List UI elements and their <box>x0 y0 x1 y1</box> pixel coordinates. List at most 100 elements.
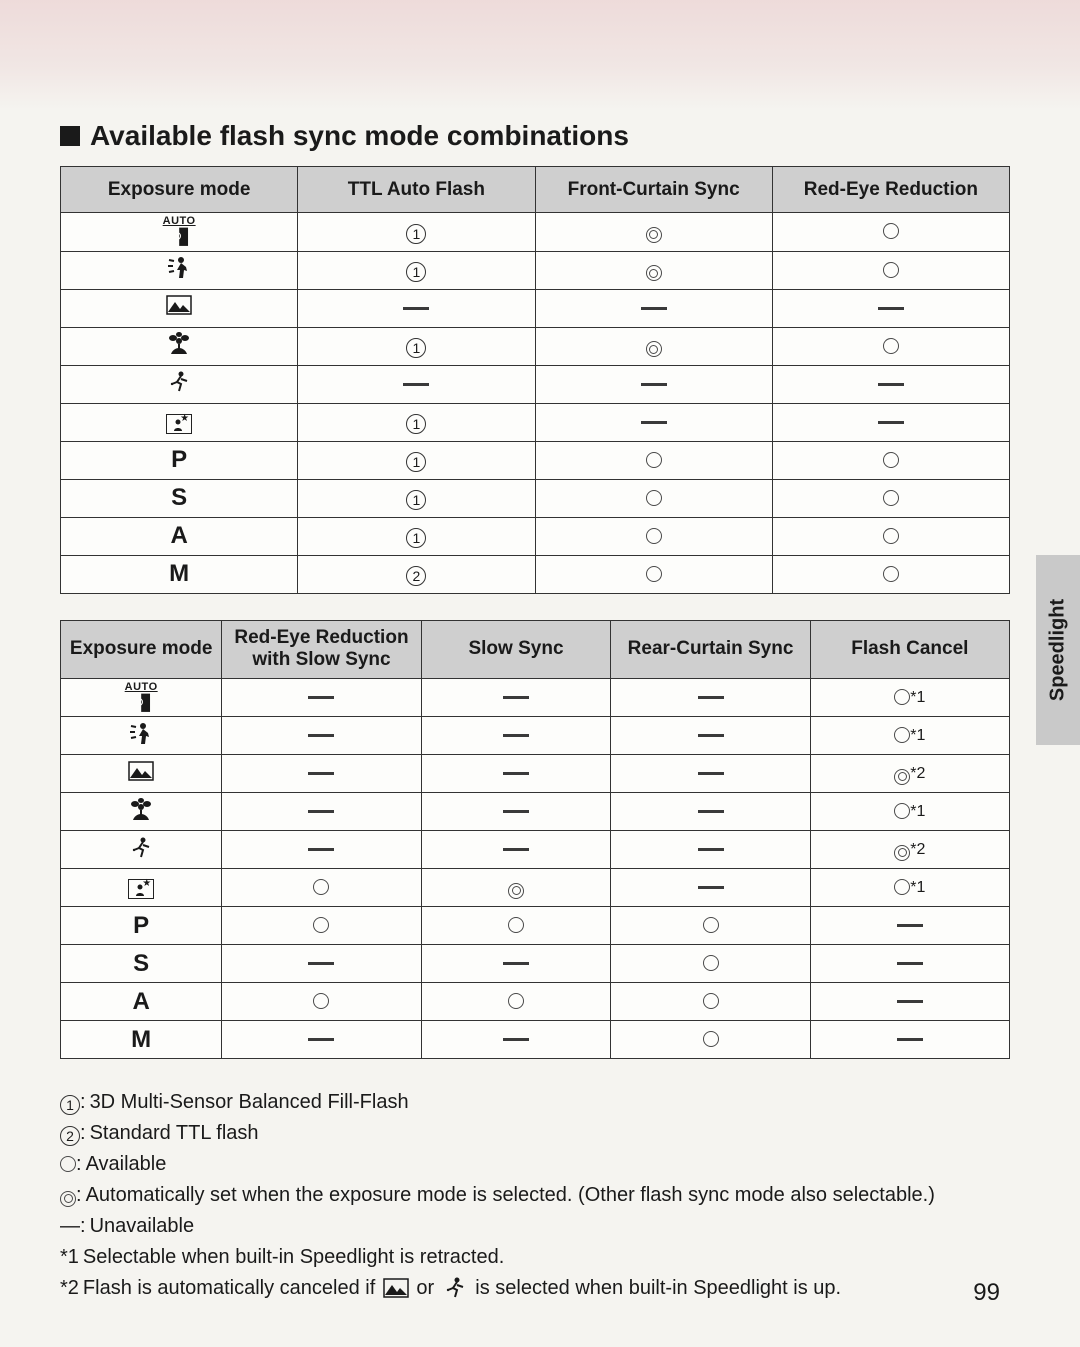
value-cell <box>421 1021 611 1059</box>
table-row: M <box>61 1021 1010 1059</box>
exposure-mode-cell: M <box>61 1021 222 1059</box>
value-cell <box>772 517 1009 555</box>
value-cell <box>421 869 611 907</box>
value-cell <box>421 831 611 869</box>
exposure-mode-cell: ★ <box>61 403 298 441</box>
mode-letter-M: M <box>131 1026 151 1053</box>
legend-double: : Automatically set when the exposure mo… <box>60 1180 1010 1211</box>
exposure-mode-cell <box>61 793 222 831</box>
table-row: *2 <box>61 831 1010 869</box>
table-row: P <box>61 907 1010 945</box>
bullet-square-icon <box>60 126 80 146</box>
closeup-mode-icon <box>128 800 154 825</box>
value-cell <box>772 403 1009 441</box>
table2-header: Flash Cancel <box>810 620 1009 678</box>
exposure-mode-cell: M <box>61 555 298 593</box>
value-cell <box>535 365 772 403</box>
sports-mode-icon <box>166 372 192 397</box>
exposure-mode-cell: AUTO ▮ <box>61 678 222 717</box>
table-row <box>61 289 1010 327</box>
mode-letter-A: A <box>170 522 187 549</box>
sports-mode-icon <box>128 838 154 863</box>
table-row: ★ *1 <box>61 869 1010 907</box>
exposure-mode-cell: S <box>61 945 222 983</box>
table-row: A1 <box>61 517 1010 555</box>
value-cell <box>421 717 611 755</box>
value-cell <box>810 1021 1009 1059</box>
landscape-mode-icon <box>128 761 154 786</box>
value-cell: 1 <box>298 327 535 365</box>
portrait-mode-icon <box>165 258 193 283</box>
value-cell <box>535 251 772 289</box>
value-cell: 2 <box>298 555 535 593</box>
section-tab-label: Speedlight <box>1047 599 1070 701</box>
value-cell <box>611 869 810 907</box>
value-cell <box>810 907 1009 945</box>
portrait-mode-icon <box>127 724 155 749</box>
table-row: A <box>61 983 1010 1021</box>
table-row: *1 <box>61 793 1010 831</box>
value-cell: *1 <box>810 717 1009 755</box>
auto-mode-icon: AUTO ▮ <box>67 217 291 247</box>
value-cell <box>222 755 421 793</box>
value-cell <box>535 555 772 593</box>
value-cell <box>535 289 772 327</box>
exposure-mode-cell <box>61 717 222 755</box>
table1-header: TTL Auto Flash <box>298 167 535 213</box>
value-cell <box>222 1021 421 1059</box>
legend-star1: *1 Selectable when built-in Speedlight i… <box>60 1242 1010 1273</box>
table1-header: Red-Eye Reduction <box>772 167 1009 213</box>
value-cell <box>772 327 1009 365</box>
value-cell <box>535 479 772 517</box>
value-cell <box>222 678 421 717</box>
table2-header: Red-Eye Reductionwith Slow Sync <box>222 620 421 678</box>
value-cell <box>535 213 772 252</box>
legend-dash: —: Unavailable <box>60 1211 1010 1242</box>
table-row <box>61 365 1010 403</box>
table2-header: Exposure mode <box>61 620 222 678</box>
value-cell: 1 <box>298 213 535 252</box>
legend-open: : Available <box>60 1149 1010 1180</box>
table-row: 1 <box>61 327 1010 365</box>
value-cell <box>421 983 611 1021</box>
value-cell: *1 <box>810 793 1009 831</box>
legend-star2: *2 Flash is automatically canceled if or… <box>60 1273 1010 1304</box>
table1-header: Front-Curtain Sync <box>535 167 772 213</box>
table-row: S <box>61 945 1010 983</box>
exposure-mode-cell <box>61 365 298 403</box>
exposure-mode-cell <box>61 289 298 327</box>
table-row: M2 <box>61 555 1010 593</box>
value-cell <box>421 793 611 831</box>
value-cell: *2 <box>810 831 1009 869</box>
table1-header: Exposure mode <box>61 167 298 213</box>
value-cell <box>611 907 810 945</box>
value-cell <box>421 945 611 983</box>
section-title-text: Available flash sync mode combinations <box>90 120 629 152</box>
exposure-mode-cell: P <box>61 441 298 479</box>
value-cell: 1 <box>298 441 535 479</box>
night-portrait-mode-icon: ★ <box>166 414 192 434</box>
legend-circ1: 1: 3D Multi-Sensor Balanced Fill-Flash <box>60 1087 1010 1118</box>
value-cell <box>222 907 421 945</box>
sports-icon <box>440 1276 470 1302</box>
value-cell <box>611 717 810 755</box>
value-cell <box>535 517 772 555</box>
table-row: *1 <box>61 717 1010 755</box>
exposure-mode-cell <box>61 831 222 869</box>
value-cell <box>772 289 1009 327</box>
table2-header: Rear-Curtain Sync <box>611 620 810 678</box>
value-cell <box>611 1021 810 1059</box>
value-cell <box>298 289 535 327</box>
table-row: *2 <box>61 755 1010 793</box>
exposure-mode-cell: A <box>61 517 298 555</box>
landscape-mode-icon <box>383 1278 409 1303</box>
mode-letter-P: P <box>171 446 187 473</box>
mode-letter-A: A <box>132 988 149 1015</box>
value-cell <box>298 365 535 403</box>
value-cell <box>222 793 421 831</box>
legend: 1: 3D Multi-Sensor Balanced Fill-Flash 2… <box>60 1087 1010 1304</box>
value-cell <box>772 365 1009 403</box>
value-cell <box>772 213 1009 252</box>
mode-letter-S: S <box>133 950 149 977</box>
value-cell <box>810 945 1009 983</box>
